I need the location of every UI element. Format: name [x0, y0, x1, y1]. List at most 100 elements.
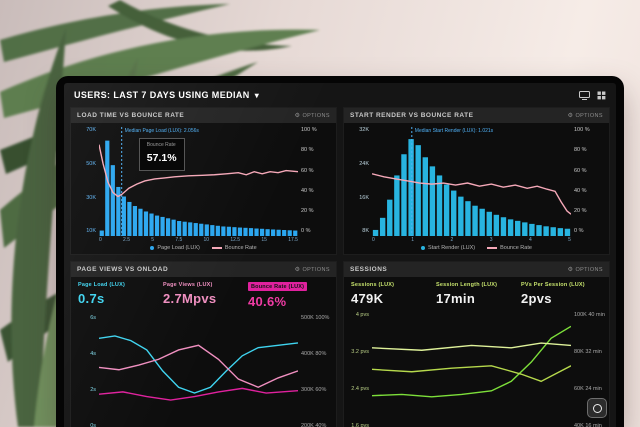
- series-line: [372, 174, 571, 214]
- metric-value: 2pvs: [521, 290, 552, 306]
- metric-value: 0.7s: [78, 290, 105, 306]
- median-annotation: Median Page Load (LUX): 2.056s: [124, 128, 199, 134]
- series-line: [99, 145, 298, 197]
- metric: Page Load (LUX) 0.7s: [78, 282, 159, 309]
- axis-tick-label: 100 %: [574, 127, 590, 133]
- legend-item[interactable]: Bounce Rate: [487, 245, 532, 251]
- axis-tick-label: 80K 32 min: [574, 348, 602, 355]
- axis-tick-label: 0 %: [574, 228, 584, 235]
- axis-tick-label: 4 pvs: [355, 311, 369, 318]
- axis-tick-label: 2.5: [123, 237, 130, 243]
- axis-tick-label: 0 %: [301, 228, 311, 235]
- axis-tick-label: 2: [450, 237, 454, 243]
- metric: Bounce Rate (LUX) 40.6%: [248, 282, 329, 309]
- metric: Page Views (LUX) 2.7Mpvs: [163, 282, 244, 309]
- axis-tick-label: 4: [528, 237, 532, 243]
- topbar-title-rest: LAST 7 DAYS USING MEDIAN: [113, 90, 250, 100]
- metric: Sessions (LUX) 479K: [351, 282, 432, 306]
- options-button[interactable]: ⚙ OPTIONS: [294, 266, 330, 274]
- axis-tick-label: 6s: [90, 314, 96, 321]
- tooltip-value: 57.1%: [146, 151, 177, 164]
- chevron-down-icon: ▾: [254, 90, 260, 100]
- chart-canvas: [372, 312, 571, 427]
- axis-tick-label: 24K: [359, 160, 369, 167]
- options-button[interactable]: ⚙ OPTIONS: [295, 112, 330, 120]
- laptop-screen: USERS: LAST 7 DAYS USING MEDIAN ▾ L: [56, 76, 624, 427]
- gear-icon: ⚙: [294, 267, 301, 273]
- record-icon: [592, 403, 602, 413]
- x-axis: 0 1 2 3 4 5: [372, 236, 571, 243]
- chart-plot: [99, 315, 298, 427]
- legend-label: Bounce Rate: [224, 245, 257, 251]
- chart-legend: Page Load (LUX) Bounce Rate: [73, 243, 334, 253]
- axis-tick-label: 5: [568, 237, 571, 243]
- options-button[interactable]: ⚙ OPTIONS: [567, 112, 603, 120]
- metric-value: 40.6%: [248, 293, 287, 309]
- options-label: OPTIONS: [302, 266, 330, 273]
- axis-tick-label: 80 %: [301, 147, 314, 154]
- axis-tick-label: 60 %: [574, 167, 587, 174]
- axis-tick-label: 40K 16 min: [574, 423, 602, 427]
- metric-label: Bounce Rate (LUX): [248, 282, 308, 291]
- metric-label: Sessions (LUX): [351, 282, 395, 288]
- series-line: [372, 326, 571, 397]
- load-time-chart: 70K 50K 30K 10K Median Page Load (LUX): 2.05…: [71, 123, 336, 254]
- axis-tick-label: 8K: [362, 228, 369, 235]
- panels-grid: LOAD TIME VS BOUNCE RATE ⚙ OPTIONS 70K 50K…: [64, 107, 616, 427]
- options-label: OPTIONS: [302, 112, 330, 119]
- axis-tick-label: 2.4 pvs: [351, 386, 369, 393]
- panel-title: SESSIONS: [350, 266, 388, 273]
- sessions-chart: 4 pvs 3.2 pvs 2.4 pvs 1.6 pvs 100K 40 min 80K…: [344, 308, 609, 427]
- axis-tick-label: 40 %: [574, 187, 587, 194]
- chart-plot: [372, 312, 571, 427]
- panel-start-render-vs-bounce-rate: START RENDER VS BOUNCE RATE ⚙ OPTIONS 32K…: [343, 107, 610, 255]
- metric-value: 479K: [351, 290, 384, 306]
- users-range-filter[interactable]: USERS: LAST 7 DAYS USING MEDIAN ▾: [74, 90, 259, 100]
- axis-tick-label: 100 %: [301, 127, 317, 133]
- topbar-title-prefix: USERS:: [74, 90, 111, 100]
- panel-load-time-vs-bounce-rate: LOAD TIME VS BOUNCE RATE ⚙ OPTIONS 70K 50K…: [70, 107, 337, 255]
- grid-icon[interactable]: [597, 91, 606, 100]
- axis-tick-label: 1: [411, 237, 415, 243]
- chart-plot: Median Start Render (LUX): 1.021s: [372, 127, 571, 236]
- metric-value: 17min: [436, 290, 476, 306]
- metrics-row: Sessions (LUX) 479K Session Length (LUX) 17…: [344, 277, 609, 308]
- legend-item[interactable]: Page Load (LUX): [150, 245, 200, 251]
- panel-header: LOAD TIME VS BOUNCE RATE ⚙ OPTIONS: [71, 108, 336, 123]
- axis-tick-label: 200K 40%: [301, 423, 327, 427]
- y-axis-right: 100K 40 min 80K 32 min 60K 24 min 40K 16 mi…: [571, 312, 607, 427]
- panel-sessions: SESSIONS ⚙ OPTIONS Sessions (LUX) 479K Sess…: [343, 261, 610, 427]
- y-axis-left: 6s 4s 2s 0s: [73, 315, 99, 427]
- legend-label: Page Load (LUX): [157, 245, 200, 251]
- axis-tick-label: 1.6 pvs: [351, 423, 369, 427]
- panel-page-views-vs-onload: PAGE VIEWS VS ONLOAD ⚙ OPTIONS Page Load …: [70, 261, 337, 427]
- axis-tick-label: 0s: [90, 423, 96, 427]
- options-label: OPTIONS: [575, 112, 603, 119]
- y-axis-left: 4 pvs 3.2 pvs 2.4 pvs 1.6 pvs: [346, 312, 372, 427]
- legend-item[interactable]: Bounce Rate: [211, 245, 257, 251]
- panel-title: PAGE VIEWS VS ONLOAD: [77, 266, 169, 273]
- chart-plot: Median Page Load (LUX): 2.056s Bounce Rat…: [99, 127, 298, 236]
- metric: PVs Per Session (LUX) 2pvs: [521, 282, 602, 306]
- gear-icon: ⚙: [567, 113, 574, 119]
- analytics-dashboard: USERS: LAST 7 DAYS USING MEDIAN ▾ L: [64, 83, 616, 427]
- axis-tick-label: 5: [151, 237, 155, 243]
- chart-tooltip: Bounce Rate 57.1%: [138, 137, 185, 171]
- panel-header: SESSIONS ⚙ OPTIONS: [344, 262, 609, 277]
- axis-tick-label: 0: [372, 237, 375, 243]
- legend-item[interactable]: Start Render (LUX): [421, 245, 475, 251]
- screen-capture-button[interactable]: [587, 398, 607, 418]
- series-line: [372, 343, 571, 350]
- axis-tick-label: 70K: [86, 127, 96, 133]
- axis-tick-label: 7.5: [175, 237, 183, 243]
- legend-label: Start Render (LUX): [428, 245, 476, 251]
- y-axis-right: 100 % 80 % 60 % 40 % 20 % 0 %: [298, 127, 334, 236]
- options-button[interactable]: ⚙ OPTIONS: [568, 266, 603, 274]
- topbar-icons: [579, 90, 606, 100]
- display-icon[interactable]: [579, 90, 590, 100]
- axis-tick-label: 300K 60%: [301, 387, 327, 394]
- axis-tick-label: 100K 40 min: [574, 311, 605, 318]
- axis-tick-label: 40 %: [301, 187, 314, 194]
- axis-tick-label: 16K: [359, 194, 369, 201]
- median-annotation: Median Start Render (LUX): 1.021s: [414, 128, 494, 134]
